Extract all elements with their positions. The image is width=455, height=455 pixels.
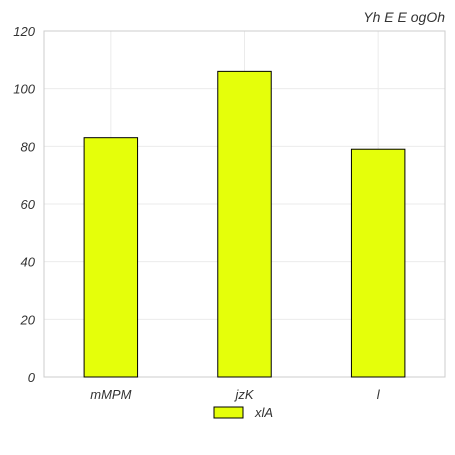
y-tick-label: 120: [13, 24, 35, 39]
legend-swatch: [213, 406, 244, 419]
legend-label: xlA: [254, 405, 273, 420]
y-tick-label: 80: [21, 139, 36, 154]
y-tick-label: 40: [21, 255, 36, 270]
x-axis-tick-labels: mMPM jzK l: [90, 387, 380, 402]
y-tick-label: 0: [28, 370, 36, 385]
y-tick-label: 60: [21, 197, 36, 212]
x-tick-label: mMPM: [90, 387, 131, 402]
bars: [83, 70, 406, 378]
bar-l: [350, 148, 406, 378]
bar-mMPM: [83, 137, 139, 378]
chart-title: Yh E E ogOh: [363, 9, 445, 25]
bar-jzK: [217, 70, 272, 378]
x-tick-label: l: [377, 387, 381, 402]
y-tick-label: 20: [20, 312, 36, 327]
legend: xlA: [213, 405, 273, 420]
y-tick-label: 100: [13, 82, 35, 97]
y-axis-tick-labels: 0 20 40 60 80 100 120: [13, 24, 35, 385]
x-tick-label: jzK: [233, 387, 254, 402]
